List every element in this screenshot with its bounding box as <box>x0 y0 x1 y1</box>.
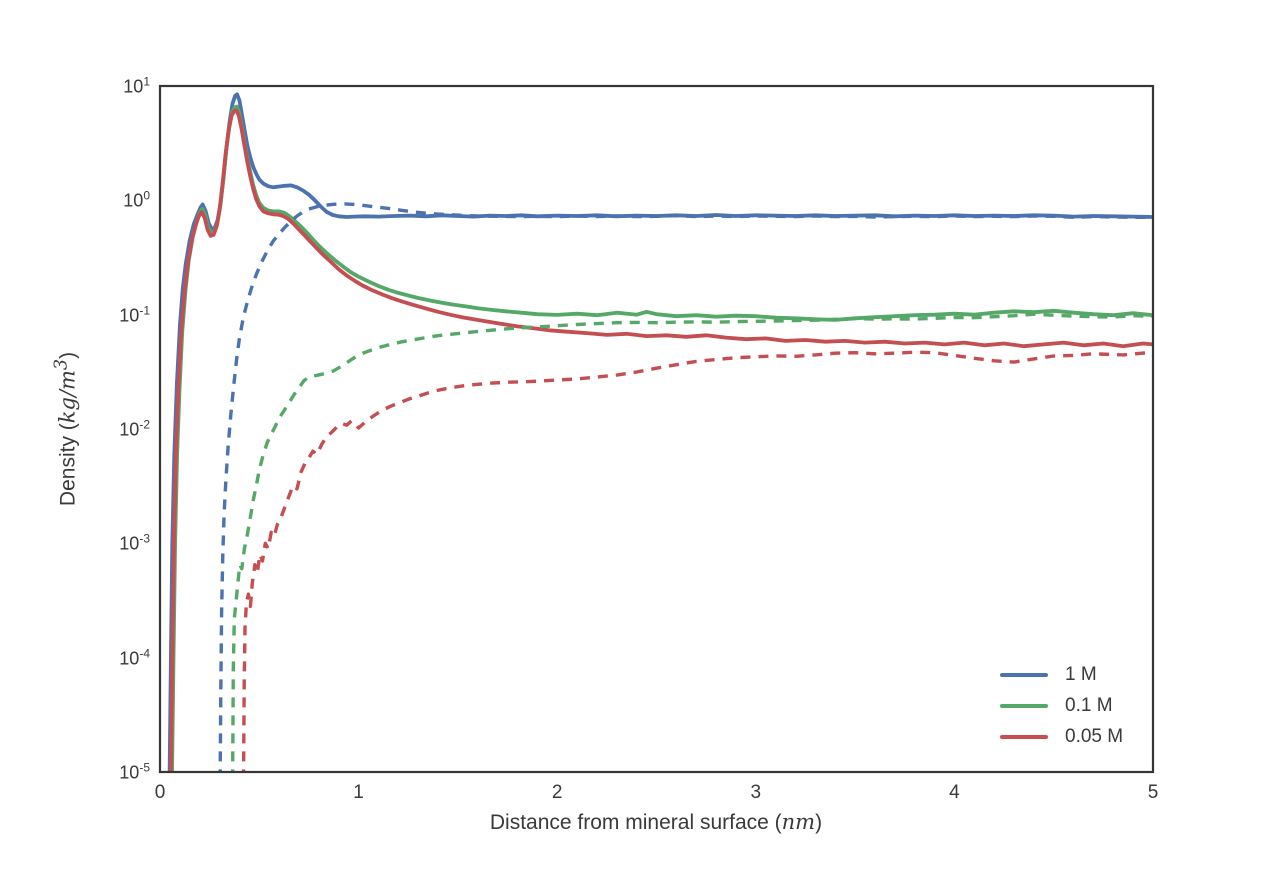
series-0.1M-dashed <box>230 312 1153 772</box>
y-tick-label-1e1: 101 <box>123 74 150 97</box>
plot-border <box>158 84 1155 774</box>
y-tick-label-1e-2: 10-2 <box>119 417 150 440</box>
x-axis-title-math: nm <box>781 810 816 834</box>
x-tick-label-0: 0 <box>154 782 166 803</box>
legend-item-0.05M: 0.05 M <box>1000 721 1123 752</box>
y-tick-label-1e-1: 10-1 <box>119 303 150 326</box>
y-axis-title: Density (kg/m3) <box>52 352 81 506</box>
y-tick-label-1e-4: 10-4 <box>119 646 150 669</box>
legend-label: 1 M <box>1065 663 1097 685</box>
series-0.05M-solid <box>168 108 1153 772</box>
legend-swatch <box>1000 734 1048 739</box>
series-0.05M-dashed <box>241 350 1153 772</box>
x-tick-label-1: 1 <box>353 782 364 803</box>
x-tick-label-4: 4 <box>949 782 960 803</box>
y-axis-title-text: Density ( <box>56 423 80 507</box>
x-axis-title-text: Distance from mineral surface ( <box>489 811 782 834</box>
x-tick-label-2: 2 <box>551 782 563 803</box>
legend-swatch <box>1000 703 1048 708</box>
y-axis-title-suffix: ) <box>56 351 80 359</box>
x-axis-title: Distance from mineral surface (nm) <box>490 810 822 835</box>
legend-item-0.1M: 0.1 M <box>1000 690 1123 721</box>
legend-label: 0.05 M <box>1065 725 1124 747</box>
x-axis-title-suffix: ) <box>815 811 823 834</box>
series-1M-dashed <box>218 202 1153 772</box>
y-tick-label-1e0: 100 <box>123 188 150 211</box>
legend: 1 M 0.1 M 0.05 M <box>1000 659 1123 752</box>
series-group <box>167 92 1153 772</box>
y-axis-title-sup: 3 <box>51 358 72 371</box>
y-tick-label-1e-5: 10-5 <box>119 760 150 783</box>
y-axis-title-math: kg/m <box>55 370 80 424</box>
legend-item-1M: 1 M <box>1000 659 1123 690</box>
legend-label: 0.1 M <box>1065 694 1113 716</box>
x-tick-label-5: 5 <box>1147 782 1159 803</box>
legend-swatch <box>1000 672 1048 677</box>
y-tick-label-1e-3: 10-3 <box>119 531 150 554</box>
x-tick-label-3: 3 <box>750 782 762 803</box>
